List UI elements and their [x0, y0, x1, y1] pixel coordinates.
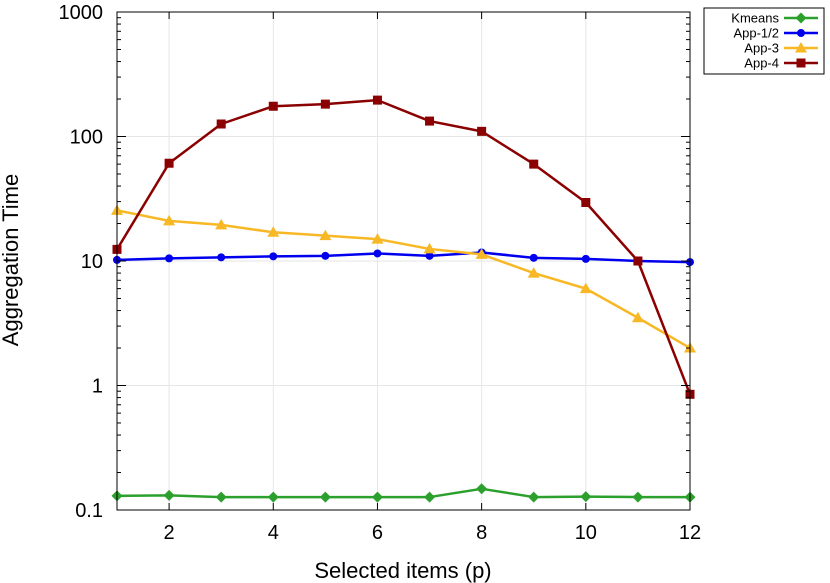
data-point-app-4	[216, 119, 226, 129]
grid-layer	[117, 11, 691, 511]
data-point-app-3	[475, 248, 488, 259]
legend-marker-app-3	[795, 42, 807, 53]
series-layer	[111, 95, 696, 503]
data-point-app-4	[268, 101, 278, 111]
data-point-app-3	[423, 242, 436, 254]
data-point-app-4	[425, 116, 435, 126]
data-point-app-4	[372, 95, 382, 105]
legend-label-app-4: App-4	[744, 56, 779, 71]
series-line-app-1-2	[116, 251, 691, 264]
x-tick-label: 2	[164, 522, 175, 544]
series-kmeans	[111, 483, 696, 503]
x-tick-label: 12	[679, 522, 701, 544]
data-point-app-4	[164, 158, 174, 168]
data-point-kmeans	[215, 491, 227, 503]
data-point-app-4	[320, 99, 330, 109]
data-point-kmeans	[371, 491, 383, 503]
y-tick-label: 1000	[59, 2, 104, 24]
data-point-app-3	[579, 282, 592, 294]
data-point-app-3	[215, 218, 228, 230]
data-point-app-3	[267, 226, 280, 237]
legend-label-app-3: App-3	[744, 41, 779, 56]
data-point-app-3	[163, 214, 176, 226]
data-point-app-4	[477, 126, 487, 136]
legend-label-kmeans: Kmeans	[731, 11, 779, 26]
data-point-app-4	[633, 256, 643, 266]
data-point-kmeans	[580, 491, 592, 503]
data-point-app-1-2	[165, 254, 174, 263]
data-point-app-3	[371, 233, 384, 244]
data-point-app-4	[529, 159, 539, 169]
tick-layer: 2 4 6 8 10 12 0.1 1 10 100 1000	[59, 2, 702, 544]
data-point-app-1-2	[529, 253, 538, 262]
data-point-app-1-2	[269, 252, 278, 261]
legend-marker-app-1-2	[797, 29, 805, 37]
data-point-app-1-2	[321, 251, 330, 260]
data-point-kmeans	[267, 491, 279, 503]
series-line-app-4	[115, 98, 692, 395]
data-point-app-4	[581, 198, 591, 208]
data-point-app-1-2	[217, 253, 226, 262]
data-point-app-3	[527, 267, 540, 278]
series-app-1-2	[113, 248, 694, 267]
series-line-kmeans	[116, 487, 690, 499]
data-point-app-3	[319, 229, 332, 241]
data-point-kmeans	[528, 491, 540, 503]
legend-marker-kmeans	[795, 12, 807, 24]
data-point-kmeans	[424, 491, 436, 503]
data-point-app-3	[631, 311, 644, 323]
x-axis-title: Selected items (p)	[314, 558, 491, 583]
x-tick-label: 6	[372, 522, 383, 544]
x-tick-label: 8	[476, 522, 487, 544]
series-app-3	[111, 204, 696, 353]
data-point-app-1-2	[581, 254, 590, 263]
x-tick-label: 10	[575, 522, 597, 544]
data-point-app-1-2	[373, 249, 382, 258]
data-point-kmeans	[319, 491, 331, 503]
y-axis-title: Aggregation Time	[0, 174, 23, 346]
data-point-kmeans	[163, 489, 175, 501]
x-tick-label: 4	[268, 522, 279, 544]
data-point-app-1-2	[425, 251, 434, 260]
y-tick-label: 10	[81, 251, 103, 273]
y-tick-label: 0.1	[75, 500, 103, 522]
data-point-kmeans	[476, 483, 488, 495]
series-line-app-3	[116, 209, 691, 350]
series-app-4	[112, 95, 695, 399]
legend-label-app-1-2: App-1/2	[733, 26, 779, 41]
legend-marker-app-4	[796, 58, 806, 68]
y-tick-label: 1	[92, 376, 103, 398]
y-tick-label: 100	[70, 127, 103, 149]
data-point-kmeans	[632, 491, 644, 503]
